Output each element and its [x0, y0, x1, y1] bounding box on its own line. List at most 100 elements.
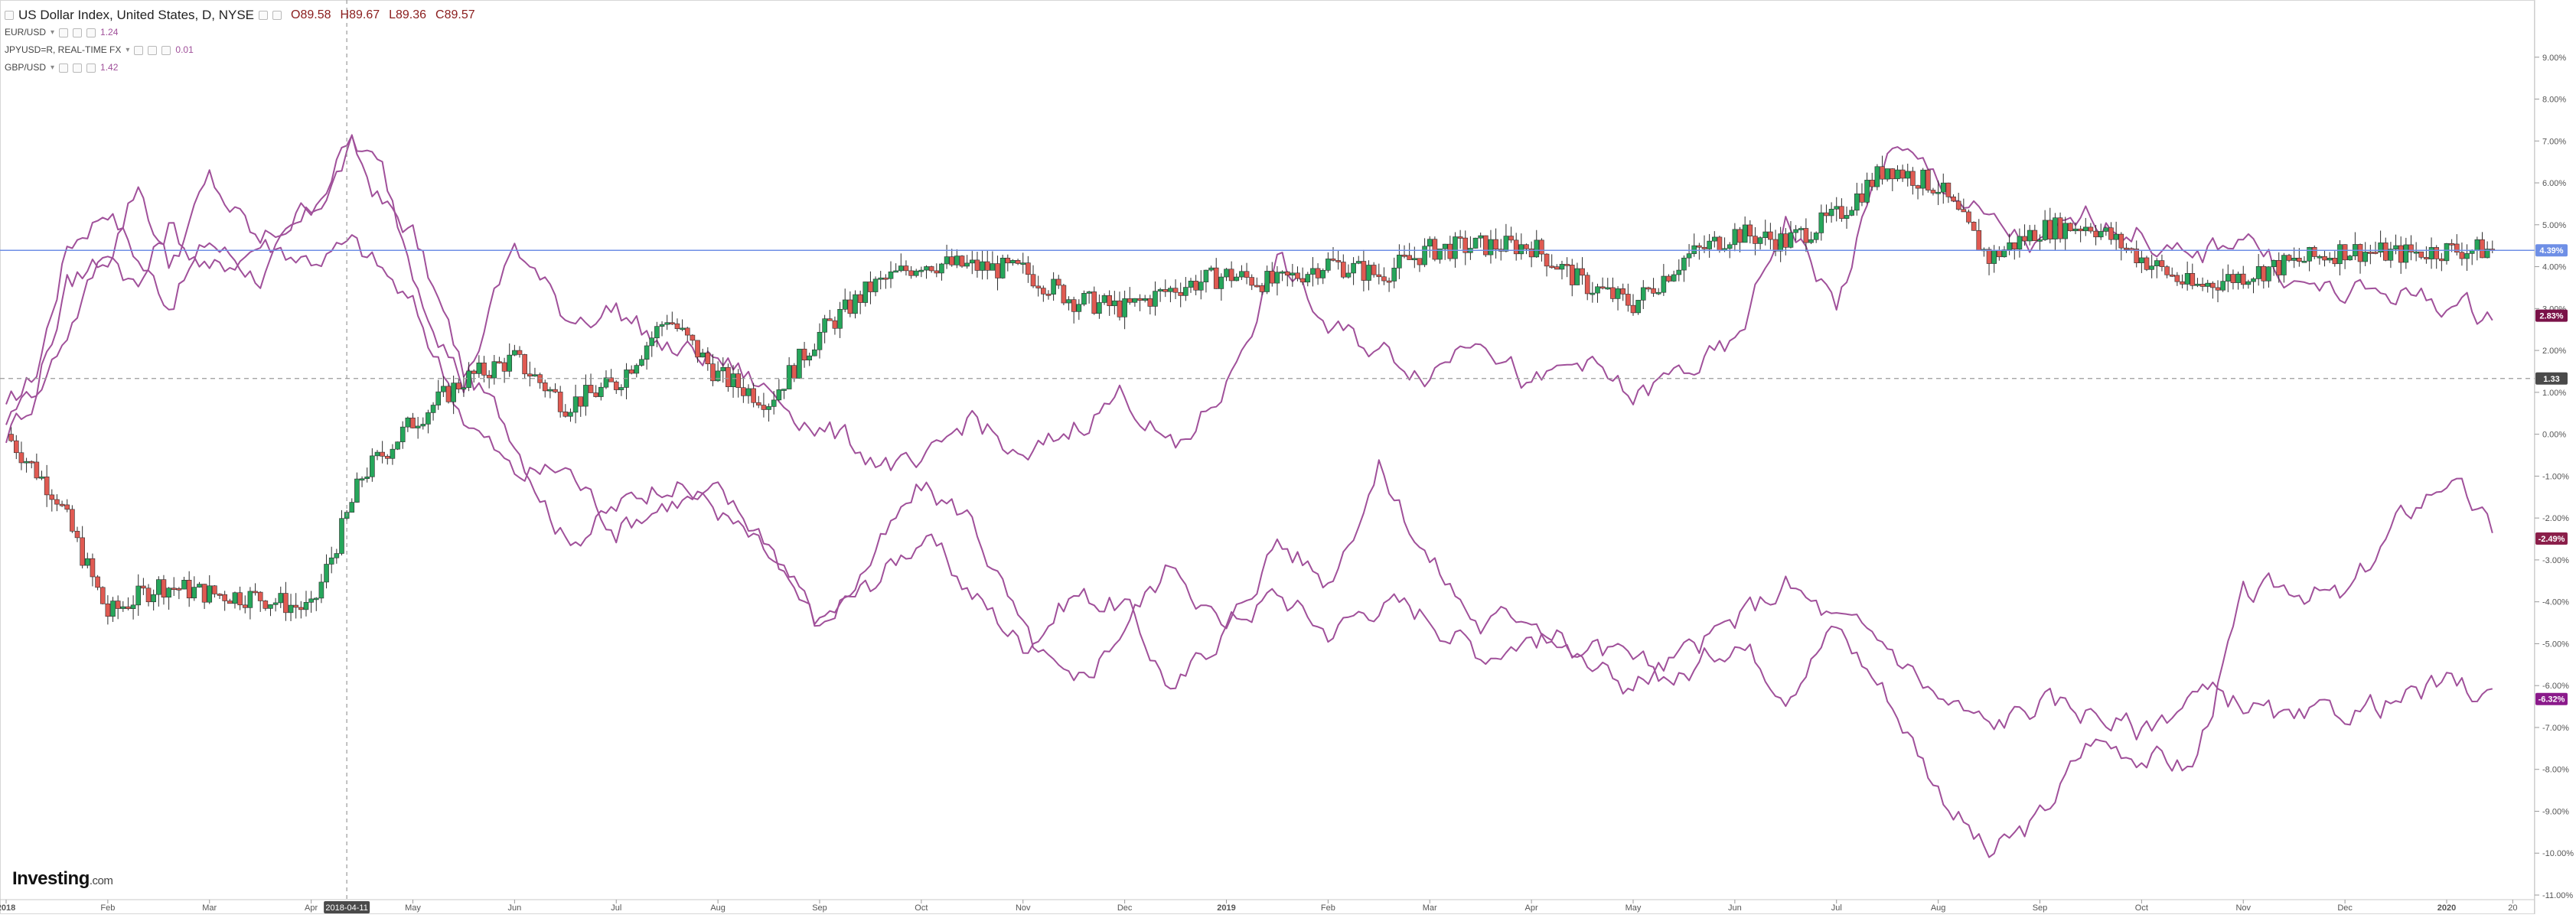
candlestick[interactable] [1132, 298, 1138, 307]
candlestick[interactable] [2124, 243, 2129, 253]
candlestick[interactable] [1340, 254, 1346, 279]
candlestick[interactable] [171, 577, 177, 597]
candlestick[interactable] [151, 589, 156, 611]
candlestick[interactable] [924, 265, 929, 279]
candlestick[interactable] [1371, 262, 1377, 278]
candlestick[interactable] [680, 319, 685, 332]
candlestick[interactable] [2210, 281, 2216, 299]
candlestick[interactable] [1961, 198, 1967, 213]
candlestick[interactable] [334, 549, 340, 564]
candlestick[interactable] [832, 316, 838, 335]
candlestick[interactable] [1457, 230, 1463, 249]
candlestick[interactable] [2174, 272, 2180, 286]
candlestick[interactable] [1635, 300, 1641, 315]
candlestick[interactable] [186, 571, 192, 607]
candlestick[interactable] [1615, 286, 1621, 311]
candlestick[interactable] [466, 362, 471, 392]
candlestick[interactable] [2235, 272, 2241, 290]
candlestick[interactable] [618, 384, 624, 396]
candlestick[interactable] [435, 379, 442, 410]
candlestick[interactable] [126, 597, 131, 610]
candlestick[interactable] [2088, 223, 2094, 234]
candlestick[interactable] [1239, 265, 1244, 281]
candlestick[interactable] [461, 376, 467, 397]
candlestick[interactable] [364, 467, 370, 483]
candlestick[interactable] [1793, 225, 1798, 241]
candlestick[interactable] [741, 377, 746, 403]
candlestick[interactable] [2082, 217, 2089, 236]
candlestick[interactable] [197, 581, 202, 588]
candlestick[interactable] [1061, 284, 1067, 305]
candlestick[interactable] [1376, 263, 1382, 285]
candlestick[interactable] [1224, 268, 1229, 282]
candlestick[interactable] [547, 386, 553, 399]
candlestick[interactable] [2428, 237, 2434, 269]
candlestick[interactable] [608, 369, 614, 382]
candlestick[interactable] [583, 374, 589, 416]
candlestick[interactable] [298, 601, 304, 619]
candlestick[interactable] [568, 408, 573, 422]
candlestick[interactable] [217, 593, 223, 600]
candlestick[interactable] [426, 409, 431, 434]
candlestick[interactable] [59, 500, 65, 507]
candlestick[interactable] [1335, 249, 1341, 270]
candlestick[interactable] [1330, 246, 1336, 262]
candlestick[interactable] [1391, 257, 1397, 288]
candlestick[interactable] [486, 370, 492, 389]
candlestick[interactable] [2413, 242, 2419, 262]
candlestick[interactable] [2337, 240, 2343, 276]
candlestick[interactable] [2062, 216, 2069, 250]
candlestick[interactable] [13, 435, 19, 460]
candlestick[interactable] [410, 412, 416, 429]
chevron-down-icon[interactable]: ▾ [51, 28, 55, 37]
candlestick[interactable] [237, 586, 243, 610]
candlestick[interactable] [2372, 241, 2379, 255]
candlestick[interactable] [84, 552, 90, 568]
candlestick[interactable] [1218, 273, 1224, 301]
candlestick[interactable] [501, 357, 507, 383]
candlestick[interactable] [1244, 262, 1250, 285]
candlestick[interactable] [1172, 279, 1179, 300]
candlestick[interactable] [115, 595, 121, 620]
candlestick[interactable] [1854, 182, 1860, 216]
visibility-toggle-icon[interactable] [59, 28, 69, 37]
candlestick[interactable] [212, 584, 217, 598]
candlestick[interactable] [2072, 222, 2079, 235]
candlestick[interactable] [2230, 269, 2236, 290]
candlestick[interactable] [801, 341, 807, 368]
candlestick[interactable] [1351, 257, 1356, 285]
candlestick[interactable] [868, 271, 873, 304]
candlestick[interactable] [1895, 165, 1900, 182]
candlestick[interactable] [262, 600, 269, 611]
candlestick[interactable] [1045, 290, 1052, 300]
candlestick[interactable] [1880, 155, 1885, 185]
candlestick[interactable] [64, 499, 70, 513]
candlestick[interactable] [2068, 222, 2073, 232]
candlestick[interactable] [745, 384, 752, 404]
candlestick[interactable] [730, 365, 736, 398]
candlestick[interactable] [1168, 285, 1173, 303]
candlestick[interactable] [18, 441, 24, 470]
candlestick[interactable] [135, 574, 142, 616]
candlestick[interactable] [1518, 233, 1524, 260]
candlestick[interactable] [2220, 269, 2225, 292]
settings-icon[interactable] [73, 63, 83, 73]
candlestick[interactable] [670, 311, 675, 325]
candlestick[interactable] [2317, 254, 2323, 265]
candlestick[interactable] [1228, 261, 1234, 288]
candlestick[interactable] [1320, 268, 1326, 285]
candlestick[interactable] [1605, 278, 1611, 290]
candlestick[interactable] [313, 597, 319, 611]
candlestick[interactable] [1478, 232, 1483, 248]
candlestick[interactable] [370, 448, 375, 482]
candlestick[interactable] [415, 416, 421, 439]
candlestick[interactable] [1711, 231, 1717, 248]
candlestick[interactable] [710, 353, 716, 386]
candlestick[interactable] [1686, 244, 1692, 267]
candlestick[interactable] [786, 356, 792, 389]
candlestick[interactable] [2093, 225, 2098, 246]
candlestick[interactable] [380, 441, 385, 464]
candlestick[interactable] [1234, 273, 1240, 282]
candlestick[interactable] [2307, 246, 2312, 272]
